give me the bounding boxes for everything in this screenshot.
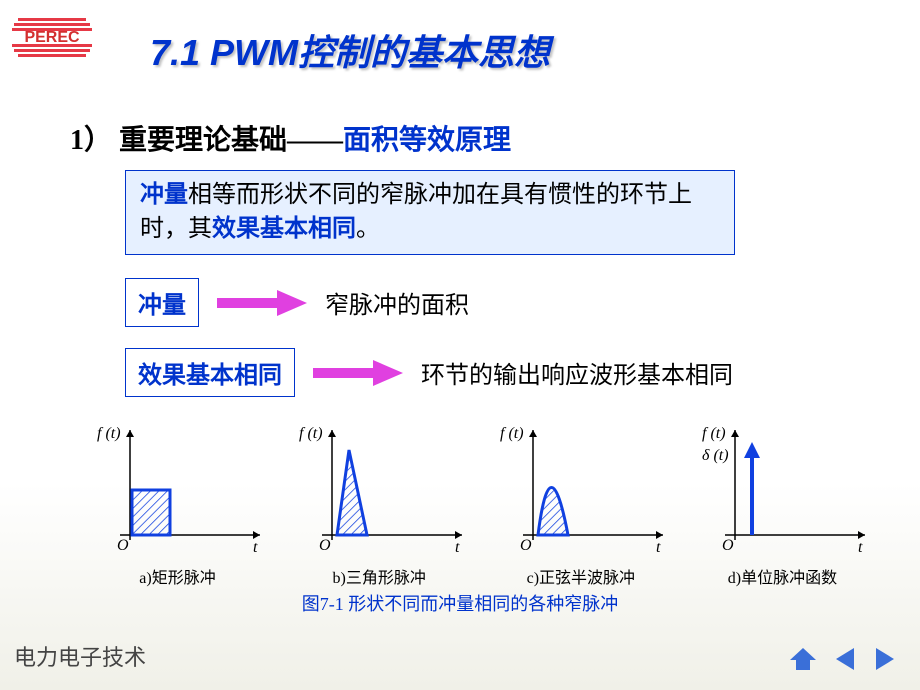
svg-text:f (t): f (t) xyxy=(500,425,524,442)
footer-course-name: 电力电子技术 xyxy=(14,640,146,672)
subfig-caption-c: c)正弦半波脉冲 xyxy=(488,564,673,588)
svg-text:t: t xyxy=(253,539,258,555)
svg-text:O: O xyxy=(722,537,734,554)
definition-row-1: 冲量 窄脉冲的面积 xyxy=(125,278,469,327)
section-key: 面积等效原理 xyxy=(343,125,511,156)
infobox-blue-1: 冲量 xyxy=(140,182,188,208)
figure-main-caption: 图7-1 形状不同而冲量相同的各种窄脉冲 xyxy=(0,590,920,616)
arrow-icon xyxy=(313,360,403,386)
nav-controls xyxy=(788,646,898,672)
subfig-b: f (t) O t b)三角形脉冲 xyxy=(287,420,472,588)
svg-text:t: t xyxy=(656,539,661,555)
svg-text:O: O xyxy=(520,537,532,554)
next-icon[interactable] xyxy=(872,646,898,672)
svg-text:f (t): f (t) xyxy=(299,425,323,442)
svg-text:f (t): f (t) xyxy=(97,425,121,442)
tag-effect: 效果基本相同 xyxy=(125,348,295,397)
svg-text:δ (t): δ (t) xyxy=(702,447,729,464)
svg-text:t: t xyxy=(455,539,460,555)
figure-7-1: f (t) O t a)矩形脉冲 f (t) O t b)三角形脉冲 xyxy=(85,420,875,588)
principle-box: 冲量相等而形状不同的窄脉冲加在具有惯性的环节上时，其效果基本相同。 xyxy=(125,170,735,255)
subfig-caption-d: d)单位脉冲函数 xyxy=(690,564,875,588)
arrow-icon xyxy=(217,290,307,316)
subfig-c: f (t) O t c)正弦半波脉冲 xyxy=(488,420,673,588)
definition-text-1: 窄脉冲的面积 xyxy=(325,285,469,320)
svg-text:t: t xyxy=(858,539,863,555)
svg-text:O: O xyxy=(319,537,331,554)
definition-text-2: 环节的输出响应波形基本相同 xyxy=(421,355,733,390)
section-lead: 重要理论基础—— xyxy=(119,125,343,156)
definition-row-2: 效果基本相同 环节的输出响应波形基本相同 xyxy=(125,348,733,397)
tag-impulse: 冲量 xyxy=(125,278,199,327)
home-icon[interactable] xyxy=(788,646,818,672)
section-number: 1） xyxy=(70,125,112,156)
infobox-blue-2: 效果基本相同 xyxy=(212,216,356,242)
subfig-caption-a: a)矩形脉冲 xyxy=(85,564,270,588)
infobox-text-2: 。 xyxy=(356,216,380,242)
subfig-d: f (t) δ (t) O t d)单位脉冲函数 xyxy=(690,420,875,588)
subfig-caption-b: b)三角形脉冲 xyxy=(287,564,472,588)
svg-text:PEREC: PEREC xyxy=(24,29,80,46)
slide-title: 7.1 PWM控制的基本思想 xyxy=(150,24,550,76)
svg-text:O: O xyxy=(117,537,129,554)
prev-icon[interactable] xyxy=(832,646,858,672)
svg-text:f (t): f (t) xyxy=(702,425,726,442)
subfig-a: f (t) O t a)矩形脉冲 xyxy=(85,420,270,588)
section-heading: 1） 重要理论基础——面积等效原理 xyxy=(70,118,511,158)
perec-logo: PEREC xyxy=(12,8,92,68)
